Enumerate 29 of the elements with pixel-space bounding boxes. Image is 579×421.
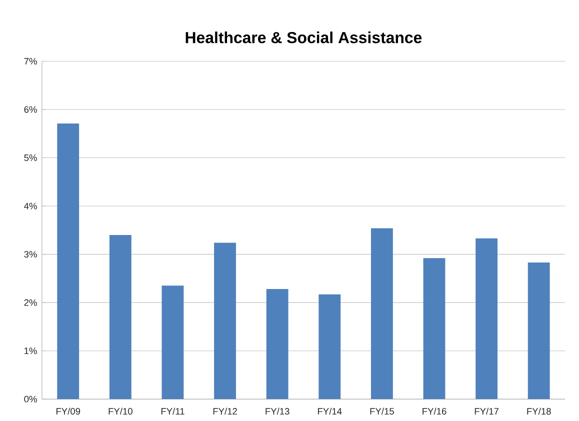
x-tick-label: FY/12 (213, 408, 237, 415)
bar (266, 289, 288, 400)
bar (214, 242, 236, 400)
y-tick-label: 0% (24, 396, 37, 402)
bar (528, 262, 550, 400)
x-tick-label: FY/14 (318, 408, 342, 415)
x-tick-label: FY/18 (527, 408, 551, 415)
bar (423, 258, 446, 400)
chart-title: Healthcare & Social Assistance (186, 32, 422, 44)
y-tick-label: 1% (24, 348, 37, 354)
x-tick-label: FY/13 (266, 408, 290, 415)
y-tick-label: 3% (24, 251, 37, 258)
x-tick-label: FY/16 (422, 408, 446, 415)
bar (109, 234, 132, 400)
y-tick-label: 7% (24, 58, 37, 64)
y-tick-label: 6% (24, 106, 37, 113)
x-tick-label: FY/09 (56, 408, 80, 415)
bar (476, 238, 498, 400)
bar (57, 123, 80, 400)
bar (162, 286, 184, 400)
y-tick-label: 5% (24, 154, 37, 162)
y-tick-label: 2% (24, 299, 37, 306)
x-tick-label: FY/10 (108, 408, 132, 415)
bar (318, 294, 341, 400)
x-tick-label: FY/11 (161, 408, 184, 415)
y-tick-label: 4% (24, 202, 37, 210)
bar (370, 228, 393, 400)
x-tick-label: FY/15 (370, 408, 394, 415)
x-tick-label: FY/17 (474, 408, 498, 415)
